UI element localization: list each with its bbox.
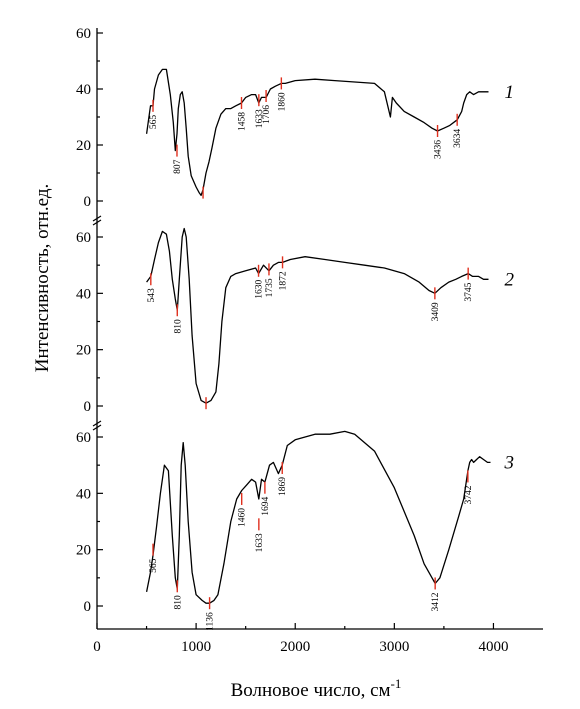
y-tick-label: 20 <box>76 343 91 359</box>
peak-label: 1706 <box>262 105 272 124</box>
peak-label: 3412 <box>431 592 441 611</box>
x-tick-label: 1000 <box>181 639 211 655</box>
x-axis-label-text: Волновое число, см <box>231 680 391 701</box>
x-tick-label: 3000 <box>379 639 409 655</box>
x-tick-label: 4000 <box>478 639 508 655</box>
y-tick-label: 60 <box>76 26 91 42</box>
peak-label: 807 <box>173 159 183 174</box>
axis-break-mark <box>92 215 102 222</box>
y-tick-label: 0 <box>84 399 92 415</box>
spectrum-line-1 <box>145 68 489 197</box>
y-tick-label: 60 <box>76 430 91 446</box>
axis-break-mark <box>92 420 102 427</box>
peak-label: 3742 <box>464 485 474 504</box>
panel-label-3: 3 <box>503 452 513 473</box>
y-tick-label: 20 <box>76 138 91 154</box>
peak-label: 1633 <box>255 533 265 552</box>
y-axis-label: Интенсивность, отн.ед. <box>32 184 53 372</box>
axis-break-mark <box>92 424 102 431</box>
peak-label: 810 <box>173 319 183 334</box>
peak-label: 543 <box>147 288 157 303</box>
axis-break-mark <box>92 219 102 226</box>
peak-label: 1460 <box>238 508 248 527</box>
x-axis-label: Волновое число, см-1 <box>231 676 402 701</box>
panel-label-1: 1 <box>504 82 513 103</box>
peak-label: 1735 <box>265 278 275 297</box>
peak-label: 565 <box>149 115 159 130</box>
peak-label: 3409 <box>431 302 441 321</box>
peak-label: 1694 <box>261 496 271 515</box>
peak-label: 3436 <box>434 140 444 159</box>
x-tick-label: 2000 <box>280 639 310 655</box>
peak-label: 1136 <box>206 612 216 631</box>
peak-label: 1872 <box>279 271 289 290</box>
peak-label: 1630 <box>255 280 265 299</box>
x-tick-label: 0 <box>93 639 101 655</box>
peak-label: 1458 <box>238 112 248 131</box>
peak-label: 3745 <box>464 282 474 301</box>
y-tick-label: 40 <box>76 82 91 98</box>
y-tick-label: 0 <box>84 194 92 210</box>
y-tick-label: 40 <box>76 486 91 502</box>
y-tick-label: 60 <box>76 230 91 246</box>
x-axis-label-superscript: -1 <box>391 676 402 691</box>
y-tick-label: 0 <box>84 599 92 615</box>
y-tick-label: 20 <box>76 543 91 559</box>
spectrum-line-3 <box>145 430 491 604</box>
panel-label-2: 2 <box>504 269 514 290</box>
peak-label: 1860 <box>277 92 287 111</box>
peak-label: 810 <box>173 595 183 610</box>
peak-label: 3634 <box>453 129 463 148</box>
peak-label: 565 <box>149 558 159 573</box>
peak-label: 1869 <box>278 477 288 496</box>
y-tick-label: 40 <box>76 286 91 302</box>
peak-label: 1633 <box>255 109 265 128</box>
